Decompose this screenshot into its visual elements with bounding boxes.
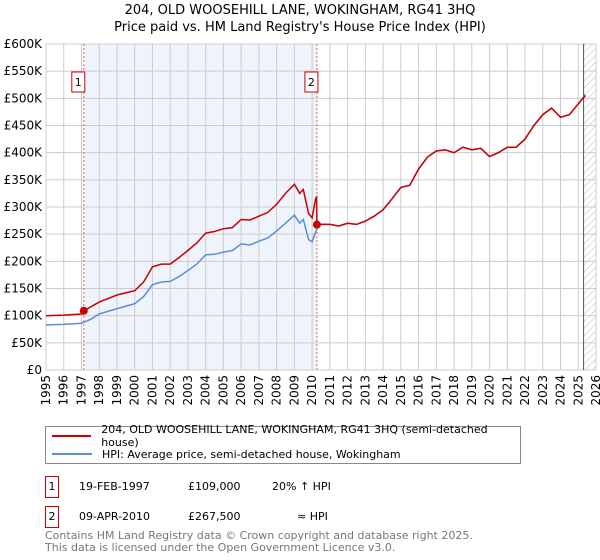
y-tick-label: £500K <box>4 91 44 105</box>
x-tick-label: 2003 <box>181 375 195 406</box>
sale-point <box>79 306 88 315</box>
footer-line: Contains HM Land Registry data © Crown c… <box>45 529 473 542</box>
x-tick-label: 2015 <box>394 375 408 406</box>
y-tick-label: £450K <box>4 119 44 133</box>
marker-badge: 2 <box>45 506 59 528</box>
y-tick-label: £150K <box>4 282 44 296</box>
marker-badge: 1 <box>45 476 59 498</box>
x-tick-label: 2023 <box>536 375 550 406</box>
x-tick-label: 2026 <box>589 375 600 406</box>
y-tick-label: £0 <box>27 363 42 377</box>
y-tick-label: £100K <box>4 309 44 323</box>
chart-title: 204, OLD WOOSEHILL LANE, WOKINGHAM, RG41… <box>124 3 476 18</box>
x-tick-label: 2021 <box>500 375 514 406</box>
x-tick-label: 2004 <box>199 375 213 406</box>
footer-line: This data is licensed under the Open Gov… <box>45 541 396 554</box>
transaction-date: 19-FEB-1997 <box>79 480 150 493</box>
y-tick-label: £350K <box>4 173 44 187</box>
annotation-box <box>304 71 319 93</box>
transaction-date: 09-APR-2010 <box>79 510 151 523</box>
annotation-box <box>71 71 86 93</box>
x-tick-label: 2008 <box>270 375 284 406</box>
x-tick-label: 2024 <box>554 375 568 406</box>
x-tick-label: 2018 <box>447 375 461 406</box>
legend-label: 204, OLD WOOSEHILL LANE, WOKINGHAM, RG41… <box>101 423 488 449</box>
x-tick-label: 1995 <box>39 375 53 406</box>
x-tick-label: 2014 <box>376 375 390 406</box>
y-tick-label: £50K <box>11 336 43 350</box>
x-tick-label: 2005 <box>216 375 230 406</box>
x-tick-label: 2013 <box>358 375 372 406</box>
footer: Contains HM Land Registry data © Crown c… <box>45 530 473 554</box>
x-tick-label: 2010 <box>305 375 319 406</box>
y-tick-label: £300K <box>4 200 44 214</box>
x-tick-label: 2025 <box>571 375 585 406</box>
y-tick-label: £250K <box>4 227 44 241</box>
x-tick-label: 2009 <box>287 375 301 406</box>
transaction-hpi: 20% ↑ HPI <box>272 480 331 493</box>
x-tick-label: 2002 <box>163 375 177 406</box>
x-tick-label: 2019 <box>465 375 479 406</box>
x-tick-label: 2007 <box>252 375 266 406</box>
x-tick-label: 1996 <box>57 375 71 406</box>
y-tick-label: £200K <box>4 254 44 268</box>
sale-point <box>312 220 321 229</box>
x-tick-label: 1999 <box>110 375 124 406</box>
x-tick-label: 1998 <box>92 375 106 406</box>
y-tick-label: £600K <box>4 37 44 51</box>
chart-subtitle: Price paid vs. HM Land Registry's House … <box>114 20 486 35</box>
x-tick-label: 2017 <box>429 375 443 406</box>
x-tick-label: 2000 <box>128 375 142 406</box>
x-tick-label: 2020 <box>483 375 497 406</box>
y-tick-label: £400K <box>4 146 44 160</box>
x-tick-label: 2001 <box>145 375 159 406</box>
legend-item-property: 204, OLD WOOSEHILL LANE, WOKINGHAM, RG41… <box>52 423 520 449</box>
legend-item-hpi: HPI: Average price, semi-detached house,… <box>52 446 401 462</box>
transaction-hpi: ≈ HPI <box>297 510 328 523</box>
transaction-price: £109,000 <box>188 480 241 493</box>
transaction-price: £267,500 <box>188 510 241 523</box>
x-tick-label: 2006 <box>234 375 248 406</box>
x-tick-label: 2016 <box>412 375 426 406</box>
legend-red-line <box>52 435 92 437</box>
legend-label: HPI: Average price, semi-detached house,… <box>102 447 401 461</box>
price-chart: 1995 1996 1997 1998 1999 2000 2001 2002 2003 2004… <box>4 37 600 406</box>
legend: 204, OLD WOOSEHILL LANE, WOKINGHAM, RG41… <box>45 423 521 464</box>
annotation-label: 2 <box>308 76 315 89</box>
x-tick-label: 2012 <box>341 375 355 406</box>
legend-blue-line <box>52 453 92 455</box>
y-tick-label: £550K <box>4 64 44 78</box>
x-tick-label: 1997 <box>74 375 88 406</box>
annotation-label: 1 <box>75 76 82 89</box>
x-tick-label: 2022 <box>518 375 532 406</box>
x-tick-label: 2011 <box>323 375 337 406</box>
